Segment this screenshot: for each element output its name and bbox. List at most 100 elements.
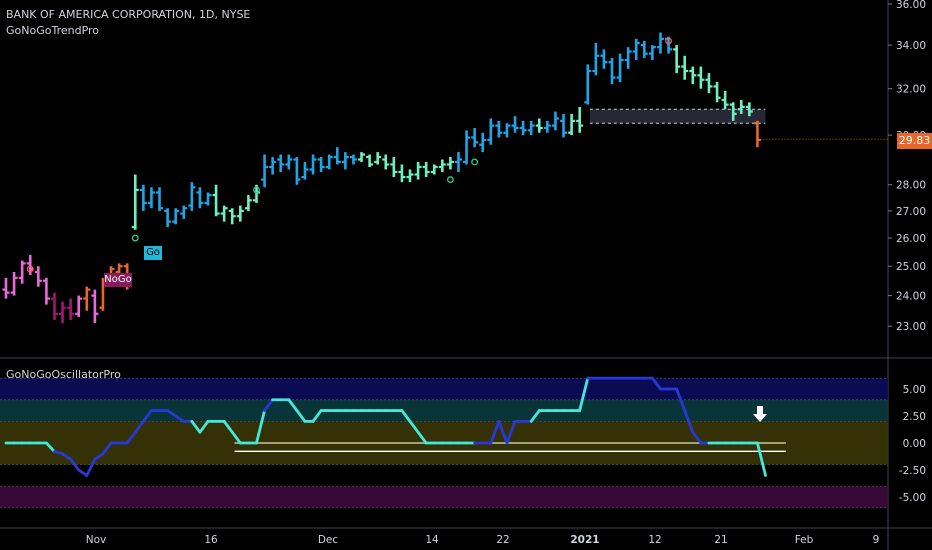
- price-tick-label: 34.00: [896, 40, 926, 52]
- osc-segment: [190, 419, 202, 434]
- ohlc-bar: [358, 152, 366, 162]
- down-arrow-icon: [750, 404, 770, 424]
- price-tick-label: 27.00: [896, 206, 926, 218]
- ohlc-bar: [269, 157, 277, 175]
- ohlc-bar: [301, 161, 309, 180]
- ohlc-bar: [495, 120, 503, 138]
- ohlc-bar: [236, 205, 244, 222]
- ohlc-bar: [616, 53, 624, 82]
- ohlc-bar: [341, 152, 349, 170]
- resistance-band: [589, 108, 888, 140]
- ohlc-bar: [479, 132, 487, 153]
- ohlc-bar: [382, 154, 390, 170]
- ohlc-bar: [50, 292, 58, 320]
- ohlc-bar: [188, 182, 196, 211]
- ohlc-bar: [438, 159, 446, 173]
- ohlc-bar: [333, 147, 341, 165]
- ohlc-bar: [697, 66, 705, 89]
- ohlc-bar: [228, 208, 236, 225]
- ohlc-bar: [204, 192, 212, 206]
- ohlc-bar: [261, 154, 269, 188]
- ohlc-bar: [220, 205, 228, 222]
- ohlc-bar: [83, 286, 91, 311]
- time-tick-label: 12: [648, 534, 661, 546]
- ohlc-bar: [737, 100, 745, 114]
- ohlc-bar: [471, 127, 479, 148]
- oscillator-zones: [0, 377, 888, 509]
- ohlc-bar: [317, 157, 325, 173]
- price-tick-label: 23.00: [896, 321, 926, 333]
- ohlc-bar: [454, 152, 462, 173]
- ohlc-bar: [584, 64, 592, 105]
- ohlc-bar: [34, 266, 42, 287]
- signal-marker: [253, 186, 260, 194]
- osc-segment: [287, 398, 299, 412]
- ohlc-bar: [212, 184, 220, 217]
- ohlc-bar: [414, 161, 422, 180]
- ohlc-bar: [293, 157, 301, 185]
- ohlc-bar: [656, 32, 664, 54]
- ohlc-bar: [285, 154, 293, 170]
- osc-segment: [85, 457, 97, 477]
- ohlc-bar: [156, 187, 164, 211]
- osc-segment: [311, 409, 323, 423]
- ohlc-bar: [172, 208, 180, 225]
- osc-segment: [222, 419, 234, 434]
- time-tick-label: Nov: [86, 534, 107, 546]
- ohlc-bar: [147, 187, 155, 209]
- osc-segment: [497, 419, 509, 445]
- osc-segment: [489, 419, 501, 445]
- osc-tick-label: 2.50: [903, 411, 926, 423]
- ohlc-bar: [374, 152, 382, 165]
- osc-segment: [45, 441, 56, 454]
- ohlc-bar: [349, 154, 357, 165]
- osc-segment: [675, 387, 687, 412]
- ohlc-bar: [640, 40, 648, 58]
- ohlc-bar: [632, 38, 640, 61]
- ohlc-bar: [503, 123, 511, 138]
- osc-segment: [408, 419, 420, 434]
- ohlc-bar: [551, 111, 559, 131]
- ohlc-bar: [681, 55, 689, 80]
- indicator-name: GoNoGoTrendPro: [6, 24, 100, 37]
- osc-segment: [505, 419, 517, 445]
- osc-segment: [295, 409, 307, 423]
- osc-segment: [198, 419, 210, 434]
- chart-title: BANK OF AMERICA CORPORATION, 1D, NYSE: [6, 8, 251, 21]
- osc-segment: [416, 430, 428, 445]
- ohlc-bar: [648, 45, 656, 61]
- time-tick-label: 9: [873, 534, 880, 546]
- ohlc-bar: [139, 184, 147, 211]
- osc-segment: [77, 468, 89, 477]
- axes: 23.0024.0025.0026.0027.0028.0030.0032.00…: [86, 0, 926, 546]
- ohlc-bar: [463, 130, 471, 165]
- price-bars: [2, 32, 761, 324]
- ohlc-bar: [535, 118, 543, 133]
- ohlc-bar: [18, 260, 26, 284]
- ohlc-bar: [511, 116, 519, 133]
- ohlc-bar: [390, 157, 398, 178]
- ohlc-bar: [600, 49, 608, 69]
- osc-segment: [141, 409, 153, 423]
- ohlc-bar: [42, 277, 50, 305]
- osc-segment: [174, 414, 186, 423]
- osc-segment: [691, 430, 703, 445]
- osc-segment: [529, 409, 541, 423]
- ohlc-bar: [309, 154, 317, 175]
- osc-segment: [61, 452, 73, 461]
- osc-segment: [166, 409, 178, 418]
- osc-segment: [101, 441, 113, 456]
- price-tick-label: 28.00: [896, 180, 926, 192]
- time-tick-label: 16: [204, 534, 218, 546]
- osc-segment: [263, 398, 275, 412]
- ohlc-bar: [446, 157, 454, 170]
- ohlc-bar: [10, 272, 18, 296]
- osc-segment: [578, 376, 590, 412]
- ohlc-bar: [180, 205, 188, 219]
- resistance-zone: [589, 109, 766, 124]
- ohlc-bar: [721, 90, 729, 110]
- signal-marker: [446, 176, 454, 184]
- ohlc-bar: [131, 174, 139, 230]
- ohlc-bar: [745, 102, 753, 117]
